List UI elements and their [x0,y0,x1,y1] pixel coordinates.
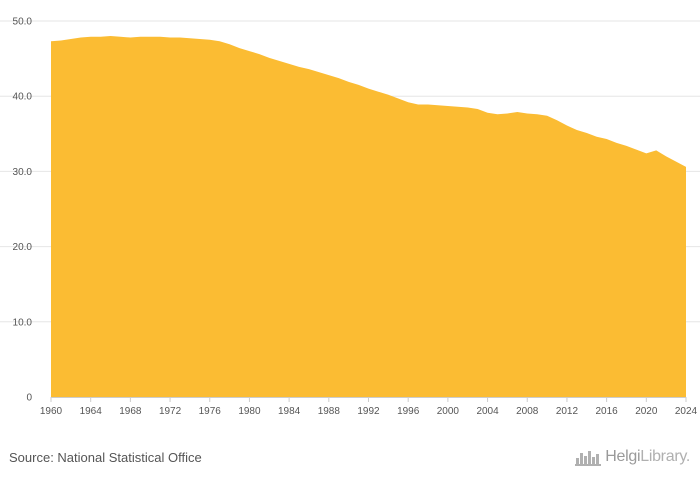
y-tick-label: 20.0 [13,242,33,253]
helgi-library-logo[interactable]: HelgiLibrary. [575,448,690,466]
x-tick-label: 1984 [278,406,301,417]
x-tick-label: 2012 [556,406,579,417]
x-tick-label: 1980 [238,406,261,417]
data-area [51,36,686,397]
source-note: Source: National Statistical Office [9,450,202,465]
x-tick-label: 1976 [199,406,222,417]
x-tick-label: 1964 [80,406,103,417]
x-tick-label: 1992 [357,406,380,417]
x-tick-label: 1972 [159,406,182,417]
y-tick-label: 50.0 [13,17,33,28]
x-tick-label: 2000 [437,406,460,417]
x-axis-tick-labels: 1960 1964 1968 1972 1976 1980 1984 1988 1992 1996… [40,397,698,417]
x-tick-label: 1968 [119,406,142,417]
y-tick-label: 10.0 [13,317,33,328]
x-tick-label: 1960 [40,406,63,417]
logo-text-light: Library. [640,448,690,465]
x-tick-label: 2020 [635,406,658,417]
area-chart: 010.020.030.040.050.0 1960 1964 1968 1972 19… [0,17,700,417]
y-tick-label: 0 [26,393,32,404]
x-tick-label: 2008 [516,406,539,417]
y-axis-tick-labels: 0 10.0 20.0 30.0 40.0 50.0 [13,17,33,404]
x-tick-label: 2016 [596,406,619,417]
y-tick-label: 40.0 [13,92,33,103]
x-tick-label: 2004 [476,406,499,417]
y-tick-label: 30.0 [13,167,33,178]
building-icon [575,451,602,466]
x-tick-label: 1996 [397,406,420,417]
x-tick-label: 1988 [318,406,341,417]
logo-text-bold: Helgi [605,448,641,465]
x-tick-label: 2024 [675,406,698,417]
logo-text: HelgiLibrary. [605,448,690,466]
